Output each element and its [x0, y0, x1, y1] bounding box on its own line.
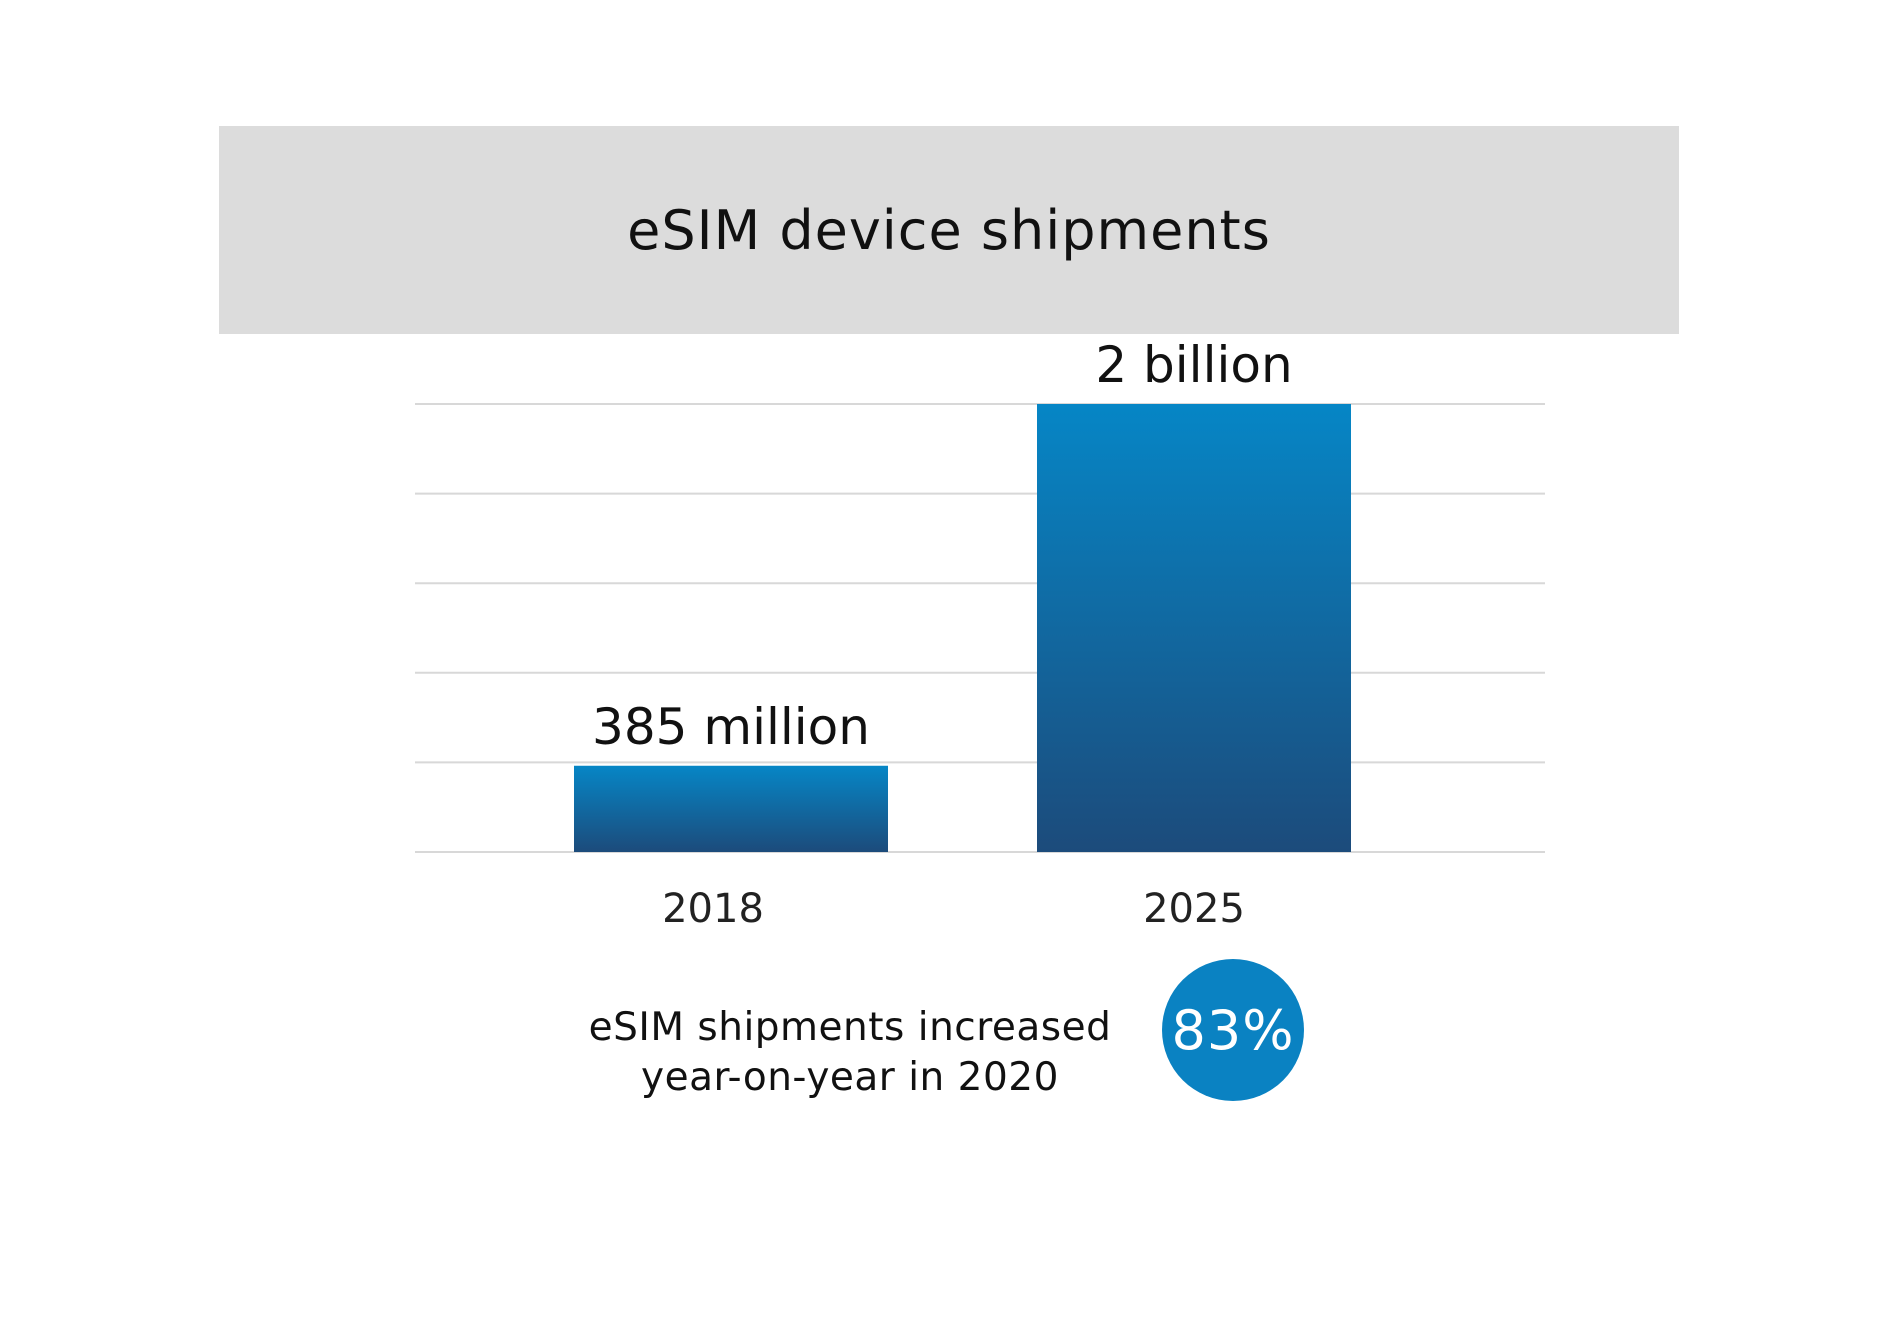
callout-line-2: year-on-year in 2020: [641, 1055, 1059, 1100]
percent-badge: 83%: [1162, 959, 1304, 1101]
bar-2018: [574, 765, 888, 852]
labels: 385 million 2018 2 billion 2025: [592, 336, 1293, 932]
title-band: [219, 126, 1679, 334]
bar-2025: [1037, 404, 1351, 852]
x-tick-label-2018: 2018: [662, 886, 764, 932]
chart-title: eSIM device shipments: [627, 198, 1271, 262]
callout-line-1: eSIM shipments increased: [588, 1005, 1112, 1050]
data-label-2018: 385 million: [592, 698, 870, 756]
x-tick-label-2025: 2025: [1143, 886, 1245, 932]
bars: [574, 404, 1351, 852]
callout-text: eSIM shipments increased year-on-year in…: [520, 1003, 1180, 1103]
data-label-2025: 2 billion: [1095, 336, 1292, 394]
